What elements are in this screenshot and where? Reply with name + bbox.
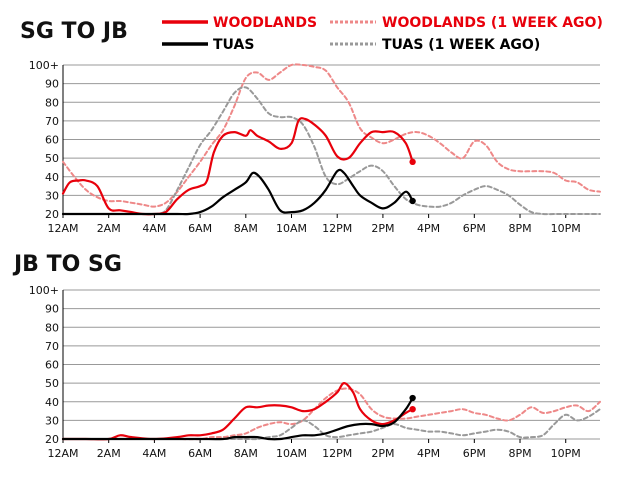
- x-tick-label: 10PM: [551, 222, 581, 235]
- y-tick-label: 20: [45, 433, 59, 446]
- x-tick-label: 4PM: [417, 222, 440, 235]
- x-tick-label: 8AM: [234, 447, 258, 460]
- x-tick-label: 6AM: [188, 222, 212, 235]
- series-line-tuas-prev: [62, 408, 601, 441]
- x-tick-label: 12AM: [47, 447, 78, 460]
- chart-jb-to-sg: JB TO SG 20 30 40 50 60 70 80 90 100+ 12AM 2AM 4AM 6…: [12, 252, 601, 460]
- x-tick-label: 12PM: [322, 222, 352, 235]
- y-tick-label: 90: [45, 303, 59, 316]
- x-tick-label: 12PM: [322, 447, 352, 460]
- x-tick-label: 2AM: [97, 222, 121, 235]
- y-tick-label: 60: [45, 359, 59, 372]
- y-tick-label: 70: [45, 340, 59, 353]
- series-line-woodlands-prev: [62, 63, 601, 208]
- y-tick-label: 30: [45, 189, 59, 202]
- y-tick-label: 40: [45, 171, 59, 184]
- series-endpoint-tuas: [409, 197, 416, 205]
- legend-item-tuas: TUAS: [162, 37, 254, 53]
- series-line-woodlands: [61, 382, 414, 441]
- x-tick-label: 8PM: [508, 447, 531, 460]
- y-tick-label: 100+: [29, 59, 59, 72]
- series-endpoint-woodlands: [409, 406, 416, 413]
- x-tick-label: 2PM: [371, 222, 394, 235]
- chart-sg-to-jb: SG TO JB 20 30 40 50 60 70 80 90 100+ 12AM 2AM 4AM 6…: [20, 19, 601, 235]
- y-tick-label: 30: [45, 414, 59, 427]
- legend-label-woodlands-prev: WOODLANDS (1 WEEK AGO): [382, 15, 603, 31]
- chart-title-jb-to-sg: JB TO SG: [12, 252, 122, 277]
- x-tick-label: 10AM: [276, 222, 307, 235]
- y-tick-label: 40: [45, 396, 59, 409]
- y-tick-label: 80: [45, 321, 59, 334]
- y-tick-label: 90: [45, 78, 59, 91]
- x-tick-label: 8PM: [508, 222, 531, 235]
- y-tick-label: 70: [45, 115, 59, 128]
- x-tick-label: 4PM: [417, 447, 440, 460]
- legend-item-woodlands-prev: WOODLANDS (1 WEEK AGO): [330, 15, 603, 31]
- y-tick-label: 50: [45, 152, 59, 165]
- series-endpoint-woodlands: [409, 158, 416, 166]
- legend-label-tuas: TUAS: [213, 37, 254, 53]
- series-line-woodlands-prev: [62, 387, 601, 441]
- legend: WOODLANDS WOODLANDS (1 WEEK AGO) TUAS TU…: [162, 15, 603, 53]
- x-tick-label: 2PM: [371, 447, 394, 460]
- x-tick-label: 4AM: [142, 447, 166, 460]
- series-line-woodlands: [61, 117, 414, 216]
- chart-title-sg-to-jb: SG TO JB: [20, 19, 128, 44]
- x-tick-label: 8AM: [234, 222, 258, 235]
- y-tick-label: 100+: [29, 284, 59, 297]
- series-line-tuas: [61, 396, 414, 441]
- y-tick-label: 60: [45, 134, 59, 147]
- x-tick-label: 12AM: [47, 222, 78, 235]
- x-tick-label: 2AM: [97, 447, 121, 460]
- x-tick-label: 6AM: [188, 447, 212, 460]
- x-tick-label: 4AM: [142, 222, 166, 235]
- y-tick-label: 50: [45, 377, 59, 390]
- legend-item-woodlands: WOODLANDS: [162, 15, 317, 31]
- x-tick-label: 6PM: [463, 222, 486, 235]
- series-endpoint-tuas: [409, 394, 416, 402]
- x-tick-label: 10AM: [276, 447, 307, 460]
- legend-label-tuas-prev: TUAS (1 WEEK AGO): [382, 37, 540, 53]
- y-tick-label: 20: [45, 208, 59, 221]
- y-tick-label: 80: [45, 96, 59, 109]
- legend-label-woodlands: WOODLANDS: [213, 15, 317, 31]
- legend-item-tuas-prev: TUAS (1 WEEK AGO): [330, 37, 540, 53]
- series-line-tuas: [61, 168, 414, 216]
- x-tick-label: 6PM: [463, 447, 486, 460]
- x-tick-label: 10PM: [551, 447, 581, 460]
